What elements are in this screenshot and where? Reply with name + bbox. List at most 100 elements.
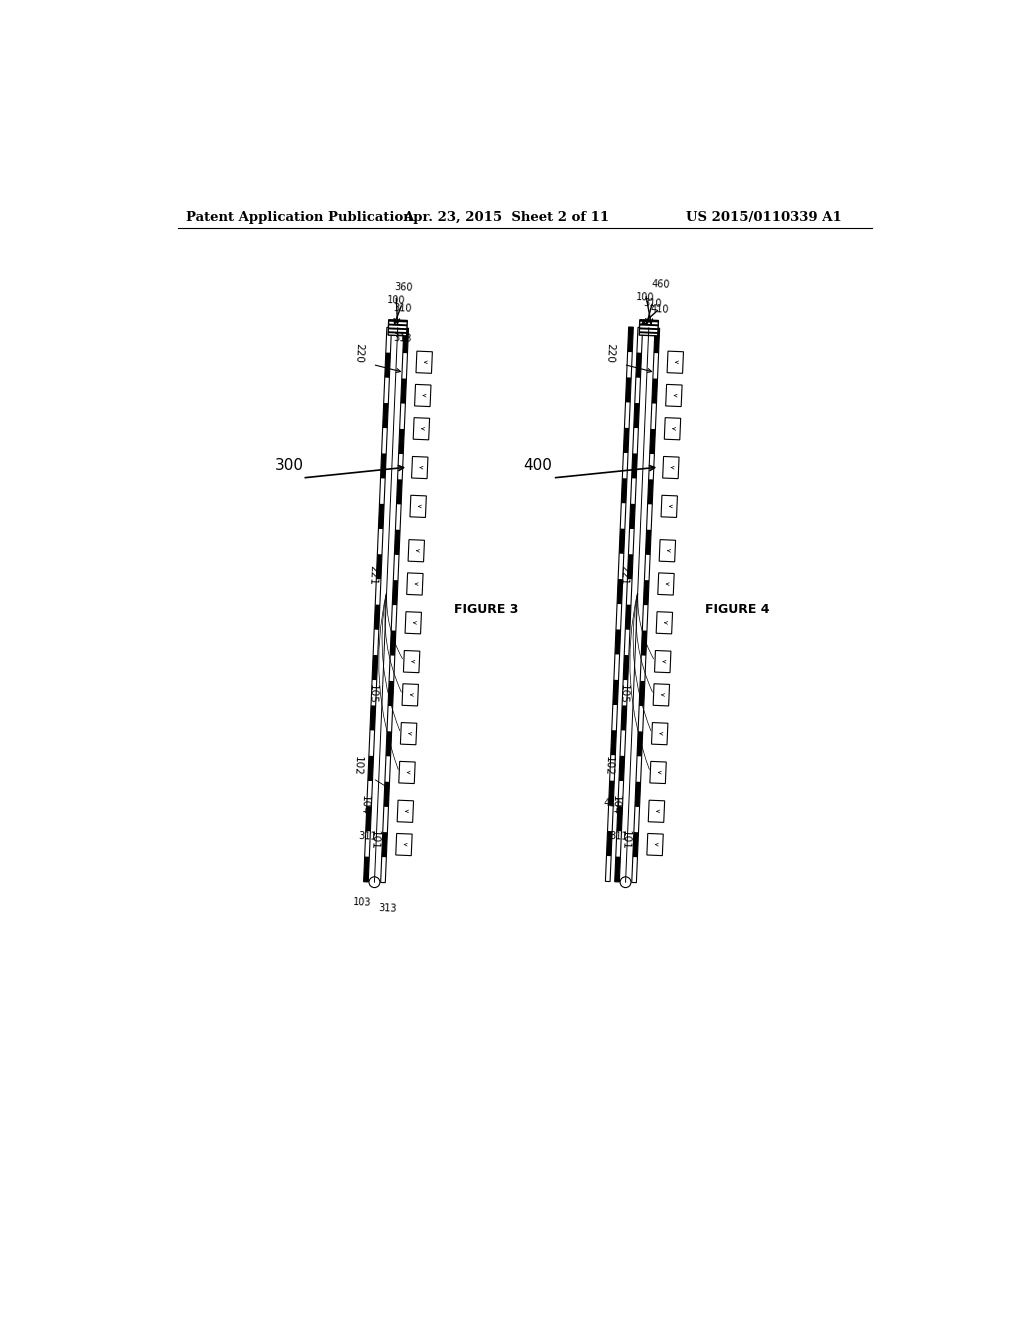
Text: 104: 104 (609, 795, 621, 814)
Polygon shape (386, 327, 391, 352)
Polygon shape (649, 429, 655, 454)
Polygon shape (634, 403, 639, 429)
Polygon shape (372, 655, 378, 680)
Polygon shape (639, 331, 658, 334)
Polygon shape (630, 504, 635, 529)
Polygon shape (623, 680, 628, 706)
Polygon shape (374, 605, 380, 630)
Polygon shape (388, 327, 407, 330)
Polygon shape (606, 832, 612, 857)
Polygon shape (639, 327, 658, 330)
Polygon shape (636, 756, 642, 781)
Polygon shape (620, 528, 625, 554)
Text: 100: 100 (636, 292, 655, 302)
Polygon shape (383, 807, 388, 832)
Polygon shape (406, 611, 422, 634)
Polygon shape (653, 354, 658, 379)
Polygon shape (634, 807, 640, 832)
Text: Apr. 23, 2015  Sheet 2 of 11: Apr. 23, 2015 Sheet 2 of 11 (403, 211, 609, 224)
Polygon shape (398, 762, 415, 784)
Polygon shape (393, 554, 399, 581)
Polygon shape (621, 503, 626, 529)
Text: 221: 221 (368, 565, 378, 585)
Polygon shape (381, 857, 386, 883)
Polygon shape (632, 857, 638, 883)
Text: 311: 311 (609, 830, 628, 842)
Polygon shape (403, 651, 420, 673)
Polygon shape (380, 479, 385, 504)
Polygon shape (414, 417, 430, 440)
Polygon shape (382, 428, 387, 454)
Polygon shape (397, 454, 403, 479)
Polygon shape (623, 453, 628, 478)
Polygon shape (647, 833, 664, 855)
Polygon shape (395, 504, 401, 529)
Polygon shape (397, 800, 414, 822)
Polygon shape (388, 331, 407, 334)
Polygon shape (378, 529, 383, 554)
Polygon shape (650, 762, 667, 784)
Text: 221: 221 (618, 565, 630, 585)
Polygon shape (637, 731, 643, 756)
Polygon shape (631, 479, 636, 504)
Polygon shape (395, 833, 412, 855)
Polygon shape (412, 457, 428, 479)
Polygon shape (409, 540, 425, 562)
Text: 460: 460 (652, 279, 671, 290)
Polygon shape (375, 579, 381, 605)
Polygon shape (607, 805, 613, 832)
Polygon shape (628, 327, 633, 352)
Text: 310: 310 (393, 304, 412, 314)
Polygon shape (635, 378, 640, 403)
Polygon shape (384, 781, 389, 807)
Polygon shape (636, 352, 642, 378)
Polygon shape (369, 730, 375, 756)
Polygon shape (614, 857, 621, 882)
Polygon shape (635, 781, 641, 807)
Text: 101: 101 (369, 830, 380, 850)
Polygon shape (371, 680, 377, 706)
Text: 360: 360 (394, 282, 414, 293)
Polygon shape (639, 319, 658, 335)
Polygon shape (388, 323, 408, 326)
Polygon shape (416, 351, 432, 374)
Text: 103: 103 (352, 896, 372, 907)
Polygon shape (364, 857, 370, 882)
Polygon shape (626, 605, 631, 630)
Polygon shape (382, 832, 387, 858)
Polygon shape (648, 454, 654, 479)
Polygon shape (618, 554, 624, 579)
Polygon shape (667, 351, 683, 374)
Polygon shape (627, 352, 632, 378)
Text: 102: 102 (603, 755, 614, 776)
Polygon shape (637, 327, 643, 352)
Polygon shape (616, 807, 623, 832)
Text: 220: 220 (604, 342, 615, 363)
Polygon shape (370, 705, 376, 731)
Polygon shape (626, 378, 631, 403)
Polygon shape (651, 722, 668, 744)
Polygon shape (640, 323, 658, 326)
Text: Patent Application Publication: Patent Application Publication (186, 211, 413, 224)
Polygon shape (633, 428, 638, 454)
Polygon shape (368, 756, 374, 781)
Circle shape (369, 876, 380, 887)
Polygon shape (389, 319, 408, 322)
Polygon shape (663, 457, 679, 479)
Text: 313: 313 (393, 333, 412, 343)
Polygon shape (659, 540, 676, 562)
Polygon shape (633, 832, 639, 858)
Polygon shape (629, 529, 634, 554)
Polygon shape (612, 680, 618, 705)
Polygon shape (620, 730, 626, 756)
Text: 313: 313 (378, 903, 397, 913)
Polygon shape (656, 611, 673, 634)
Text: 411: 411 (603, 799, 623, 809)
Polygon shape (391, 606, 397, 631)
Polygon shape (638, 706, 644, 731)
Polygon shape (647, 479, 653, 504)
Polygon shape (624, 655, 629, 680)
Polygon shape (389, 656, 395, 681)
Polygon shape (657, 573, 674, 595)
Text: FIGURE 4: FIGURE 4 (706, 603, 770, 615)
